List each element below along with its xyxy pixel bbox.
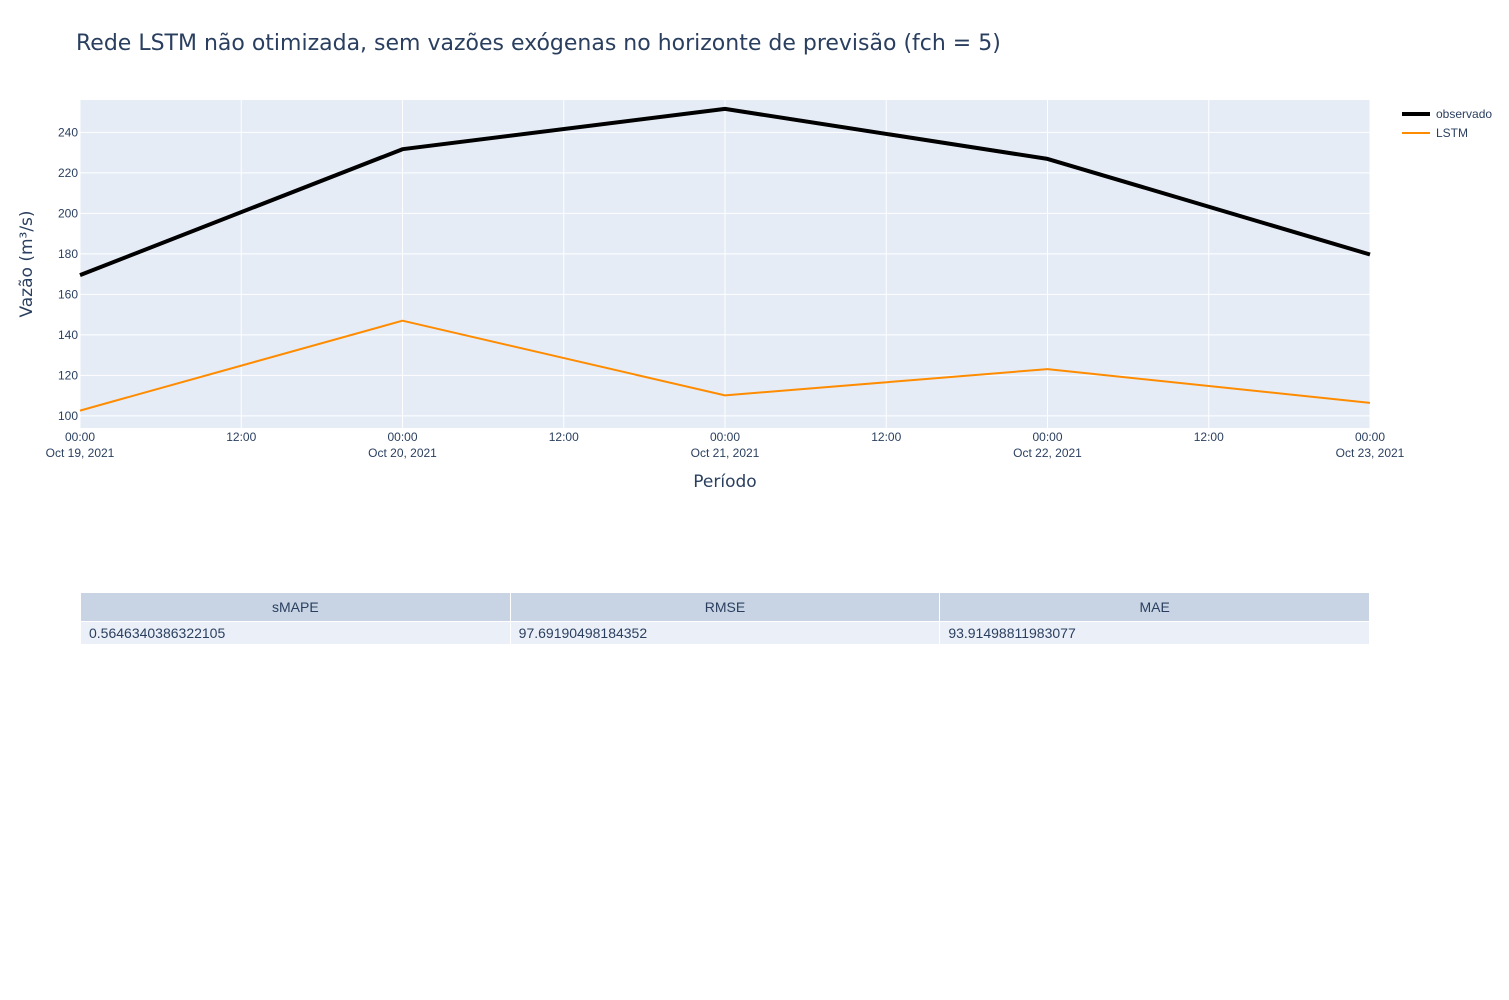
y-axis-title: Vazão (m³/s) bbox=[17, 210, 37, 317]
y-tick-label: 160 bbox=[58, 287, 78, 301]
y-tick-label: 140 bbox=[58, 328, 78, 342]
metrics-table: sMAPE RMSE MAE 0.5646340386322105 97.691… bbox=[80, 592, 1370, 645]
metrics-value-row: 0.5646340386322105 97.69190498184352 93.… bbox=[80, 621, 1370, 645]
x-tick-label: 00:00 bbox=[65, 430, 95, 444]
value-rmse: 97.69190498184352 bbox=[509, 621, 941, 645]
x-axis-title: Período bbox=[693, 472, 756, 492]
x-tick-label: 12:00 bbox=[549, 430, 579, 444]
y-tick-label: 100 bbox=[58, 409, 78, 423]
x-tick-label: 00:00 bbox=[1355, 430, 1385, 444]
legend-label: observado bbox=[1436, 107, 1492, 121]
chart-title: Rede LSTM não otimizada, sem vazões exóg… bbox=[76, 31, 1001, 56]
x-tick-label: 00:00 bbox=[1032, 430, 1062, 444]
value-mae: 93.91498811983077 bbox=[939, 621, 1370, 645]
x-axis-ticks: 00:00 Oct 19, 2021 12:00 00:00 Oct 20, 2021 1… bbox=[46, 430, 1405, 460]
x-tick-label: 00:00 bbox=[710, 430, 740, 444]
series-line-observado bbox=[79, 106, 1371, 277]
header-smape: sMAPE bbox=[80, 592, 511, 622]
legend-label: LSTM bbox=[1436, 126, 1468, 140]
metrics-header-row: sMAPE RMSE MAE bbox=[80, 592, 1370, 622]
x-tick-date-label: Oct 20, 2021 bbox=[368, 446, 437, 460]
x-tick-label: 12:00 bbox=[871, 430, 901, 444]
x-tick-date-label: Oct 19, 2021 bbox=[46, 446, 115, 460]
y-tick-label: 220 bbox=[58, 166, 78, 180]
y-tick-label: 240 bbox=[58, 125, 78, 139]
series-line-lstm bbox=[79, 319, 1371, 412]
y-tick-label: 180 bbox=[58, 247, 78, 261]
series-lines bbox=[79, 106, 1371, 412]
y-tick-label: 120 bbox=[58, 368, 78, 382]
value-smape: 0.5646340386322105 bbox=[80, 621, 511, 645]
y-axis-ticks: 100 120 140 160 180 200 220 240 bbox=[58, 125, 78, 422]
x-tick-date-label: Oct 23, 2021 bbox=[1336, 446, 1405, 460]
line-chart: Rede LSTM não otimizada, sem vazões exóg… bbox=[17, 31, 1492, 492]
header-rmse: RMSE bbox=[509, 592, 941, 622]
x-gridlines bbox=[79, 100, 1371, 428]
y-tick-label: 200 bbox=[58, 206, 78, 220]
x-tick-label: 12:00 bbox=[1194, 430, 1224, 444]
x-tick-date-label: Oct 21, 2021 bbox=[691, 446, 760, 460]
header-mae: MAE bbox=[939, 592, 1370, 622]
x-tick-label: 00:00 bbox=[387, 430, 417, 444]
x-tick-label: 12:00 bbox=[226, 430, 256, 444]
legend: observado LSTM bbox=[1402, 107, 1492, 140]
x-tick-date-label: Oct 22, 2021 bbox=[1013, 446, 1082, 460]
